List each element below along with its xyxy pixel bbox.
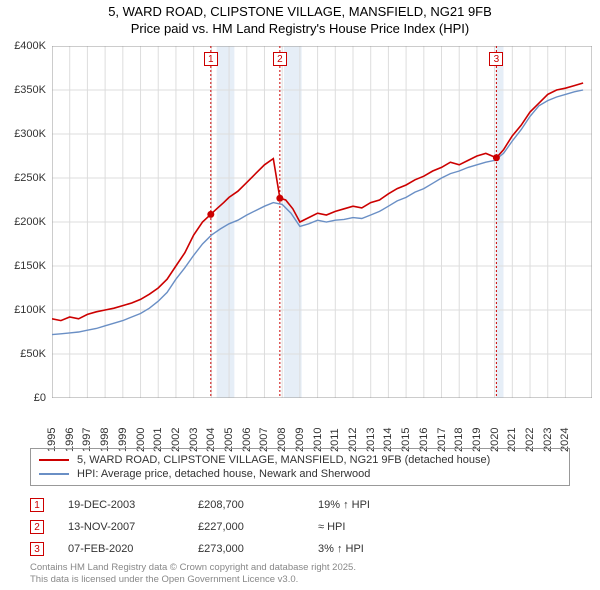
title-address: 5, WARD ROAD, CLIPSTONE VILLAGE, MANSFIE… xyxy=(108,4,492,19)
annotation-marker: 2 xyxy=(30,520,44,534)
y-tick-label: £400K xyxy=(14,40,46,52)
annotation-date: 19-DEC-2003 xyxy=(68,499,198,511)
y-axis-labels: £0£50K£100K£150K£200K£250K£300K£350K£400… xyxy=(0,46,50,398)
y-tick-label: £200K xyxy=(14,216,46,228)
annotation-delta: 3% ↑ HPI xyxy=(318,543,438,555)
y-tick-label: £250K xyxy=(14,172,46,184)
annotation-delta: 19% ↑ HPI xyxy=(318,499,438,511)
annotation-row: 2 13-NOV-2007£227,000≈ HPI xyxy=(30,516,570,538)
annotation-marker: 3 xyxy=(30,542,44,556)
chart-container: { "title_line1": "5, WARD ROAD, CLIPSTON… xyxy=(0,0,600,590)
legend-swatch xyxy=(39,459,69,461)
annotation-price: £208,700 xyxy=(198,499,318,511)
legend-item: HPI: Average price, detached house, Newa… xyxy=(39,467,561,481)
annotation-marker: 1 xyxy=(30,498,44,512)
footnote-line1: Contains HM Land Registry data © Crown c… xyxy=(30,562,356,573)
annotation-price: £227,000 xyxy=(198,521,318,533)
x-axis-labels: 1995199619971998199920002001200220032004… xyxy=(52,400,592,448)
legend-label: 5, WARD ROAD, CLIPSTONE VILLAGE, MANSFIE… xyxy=(77,454,490,466)
annotation-row: 1 19-DEC-2003£208,70019% ↑ HPI xyxy=(30,494,570,516)
legend-item: 5, WARD ROAD, CLIPSTONE VILLAGE, MANSFIE… xyxy=(39,453,561,467)
legend-label: HPI: Average price, detached house, Newa… xyxy=(77,468,370,480)
y-tick-label: £100K xyxy=(14,304,46,316)
annotation-price: £273,000 xyxy=(198,543,318,555)
footnote-line2: This data is licensed under the Open Gov… xyxy=(30,574,298,585)
y-tick-label: £300K xyxy=(14,128,46,140)
plot-area: 1 2 3 xyxy=(52,46,592,398)
chart-svg xyxy=(52,46,592,398)
y-tick-label: £50K xyxy=(20,348,46,360)
footnote: Contains HM Land Registry data © Crown c… xyxy=(30,562,356,586)
annotation-date: 07-FEB-2020 xyxy=(68,543,198,555)
sale-marker-2: 2 xyxy=(273,52,287,66)
legend: 5, WARD ROAD, CLIPSTONE VILLAGE, MANSFIE… xyxy=(30,448,570,486)
sale-marker-3: 3 xyxy=(489,52,503,66)
sale-marker-1: 1 xyxy=(204,52,218,66)
annotation-row: 3 07-FEB-2020£273,0003% ↑ HPI xyxy=(30,538,570,560)
annotation-delta: ≈ HPI xyxy=(318,521,438,533)
chart-title: 5, WARD ROAD, CLIPSTONE VILLAGE, MANSFIE… xyxy=(0,0,600,38)
sale-annotations: 1 19-DEC-2003£208,70019% ↑ HPI 2 13-NOV-200… xyxy=(30,494,570,560)
y-tick-label: £350K xyxy=(14,84,46,96)
y-tick-label: £150K xyxy=(14,260,46,272)
title-subtitle: Price paid vs. HM Land Registry's House … xyxy=(131,21,469,36)
legend-swatch xyxy=(39,473,69,475)
annotation-date: 13-NOV-2007 xyxy=(68,521,198,533)
y-tick-label: £0 xyxy=(34,392,46,404)
